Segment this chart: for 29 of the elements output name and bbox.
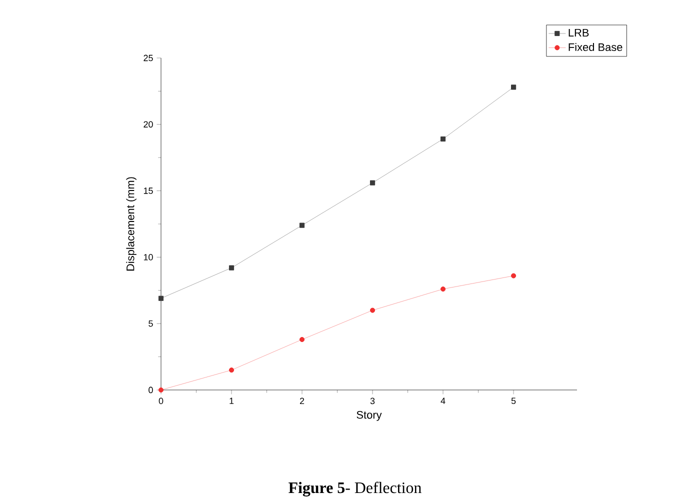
text: Figure 5- Deflection [288,482,422,496]
y-tick-label: 5 [148,320,153,327]
point [440,136,446,142]
point [228,265,234,270]
x-tick-label: 5 [511,398,516,404]
point [228,368,234,373]
x-tick-label: 0 [158,398,164,404]
y-axis-title: Displacement (mm) [126,177,136,271]
y-tick-label: 10 [144,254,153,260]
point [158,387,164,393]
point [440,286,446,292]
legend-label: LRB [568,28,589,37]
legend-label: Fixed Base [568,42,622,52]
point [299,336,305,342]
x-tick-label: 2 [300,398,304,404]
point [511,84,516,90]
y-tick-label: 15 [144,188,153,194]
y-tick-label: 20 [144,121,153,128]
point [370,308,376,313]
x-tick-label: 4 [440,398,446,404]
y-tick-label: 0 [148,386,153,394]
x-tick-label: 3 [370,398,375,404]
point [158,296,164,301]
point [370,180,376,186]
x-tick-label: 1 [230,398,234,404]
x-axis-title: Story [356,410,382,421]
point [299,222,305,228]
y-tick-label: 25 [144,54,153,62]
point [511,273,516,278]
